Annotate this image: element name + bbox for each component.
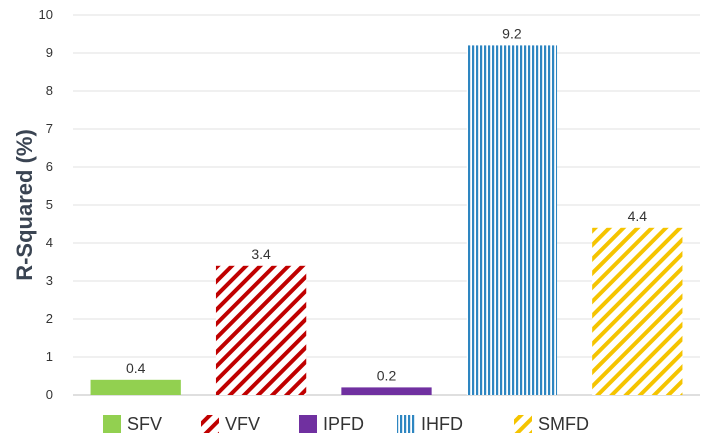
legend-label-smfd: SMFD: [538, 414, 589, 434]
y-tick-label: 10: [39, 7, 53, 22]
legend-swatch-vfv: [201, 415, 219, 433]
y-tick-label: 6: [46, 159, 53, 174]
y-tick-label: 8: [46, 83, 53, 98]
y-tick-label: 9: [46, 45, 53, 60]
legend-swatch-smfd: [514, 415, 532, 433]
legend-label-ihfd: IHFD: [421, 414, 463, 434]
legend-swatch-ihfd: [397, 415, 415, 433]
bar-ipfd: [341, 387, 432, 395]
legend: SFV VFV IPFD IHFD SMFD: [103, 414, 589, 434]
y-tick-label: 3: [46, 273, 53, 288]
data-labels: 0.4 3.4 0.2 9.2 4.4: [126, 25, 647, 383]
y-axis-ticks: 0 1 2 3 4 5 6 7 8 9 10: [39, 7, 53, 402]
bar-ihfd: [466, 45, 558, 396]
data-label-ipfd: 0.2: [377, 367, 397, 383]
legend-swatch-sfv: [103, 415, 121, 433]
data-label-smfd: 4.4: [628, 208, 648, 224]
data-label-vfv: 3.4: [251, 246, 271, 262]
legend-label-sfv: SFV: [127, 414, 162, 434]
data-label-ihfd: 9.2: [502, 25, 522, 41]
bars: [90, 45, 683, 396]
data-label-sfv: 0.4: [126, 360, 146, 376]
y-tick-label: 2: [46, 311, 53, 326]
gridlines: [73, 14, 700, 396]
legend-label-vfv: VFV: [225, 414, 260, 434]
bar-smfd: [592, 227, 683, 395]
legend-swatch-ipfd: [299, 415, 317, 433]
y-tick-label: 1: [46, 349, 53, 364]
legend-label-ipfd: IPFD: [323, 414, 364, 434]
y-tick-label: 5: [46, 197, 53, 212]
y-tick-label: 0: [46, 387, 53, 402]
y-axis-label: R-Squared (%): [12, 129, 37, 281]
y-tick-label: 4: [46, 235, 53, 250]
y-tick-label: 7: [46, 121, 53, 136]
bar-vfv: [215, 265, 307, 395]
bar-sfv: [90, 379, 181, 395]
